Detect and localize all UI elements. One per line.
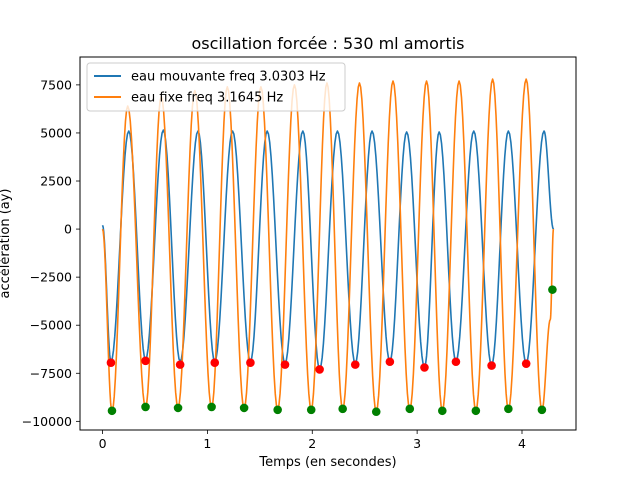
red-marker-point (210, 358, 220, 368)
y-tick-label: −5000 (30, 318, 72, 333)
red-marker-point (521, 359, 531, 368)
y-tick-label: −7500 (30, 366, 72, 381)
green-marker-point (371, 407, 381, 417)
series-line-2 (101, 78, 555, 413)
green-marker-point (273, 405, 282, 415)
green-marker-point (306, 405, 316, 415)
y-tick-label: 0 (64, 222, 72, 237)
green-marker-point (338, 404, 347, 414)
red-marker-point (315, 365, 324, 374)
series-layer (101, 78, 555, 413)
red-marker-point (246, 358, 255, 368)
legend-label-series-2: eau fixe freq 3.1645 Hz (131, 91, 283, 106)
red-marker-point (280, 360, 290, 369)
marker-layer (106, 285, 557, 417)
x-tick-label: 1 (203, 436, 211, 451)
green-marker-point (173, 403, 183, 413)
x-axis: 0 1 2 3 4 (99, 430, 526, 451)
y-axis-label: accélération (ay) (0, 188, 13, 298)
x-axis-label: Temps (en secondes) (258, 455, 396, 470)
green-marker-point (504, 404, 513, 414)
y-tick-label: −10000 (22, 414, 72, 429)
green-marker-point (207, 402, 216, 412)
green-marker-point (107, 406, 117, 416)
legend-label-series-1: eau mouvante freq 3.0303 Hz (131, 70, 326, 85)
green-marker-point (438, 406, 447, 416)
green-marker-point (239, 403, 249, 413)
x-tick-label: 3 (413, 436, 421, 451)
legend: eau mouvante freq 3.0303 Hz eau fixe fre… (86, 62, 346, 112)
y-tick-label: 2500 (40, 174, 72, 189)
green-marker-point (548, 285, 557, 294)
red-marker-point (487, 361, 496, 370)
green-marker-point (537, 405, 547, 415)
y-tick-label: 7500 (40, 77, 72, 92)
x-tick-label: 0 (99, 436, 107, 451)
red-marker-point (420, 363, 429, 372)
red-marker-point (175, 360, 185, 369)
red-marker-point (350, 360, 360, 369)
red-marker-point (385, 357, 395, 367)
plot-frame (79, 56, 577, 431)
x-tick-label: 2 (308, 436, 316, 451)
y-axis: −10000 −7500 −5000 −2500 0 2500 5000 7500 (22, 77, 80, 429)
red-marker-point (141, 356, 150, 366)
chart-title: oscillation forcée : 530 ml amortis (191, 34, 464, 53)
green-marker-point (405, 404, 415, 414)
plot-area (79, 56, 577, 431)
green-marker-point (141, 402, 150, 412)
green-marker-point (471, 406, 481, 416)
y-tick-label: 5000 (40, 125, 72, 140)
y-tick-label: −2500 (30, 270, 72, 285)
series-line-1 (101, 129, 555, 371)
red-marker-point (451, 357, 461, 367)
legend-box (86, 62, 346, 112)
red-marker-point (106, 358, 116, 368)
x-tick-label: 4 (518, 436, 526, 451)
